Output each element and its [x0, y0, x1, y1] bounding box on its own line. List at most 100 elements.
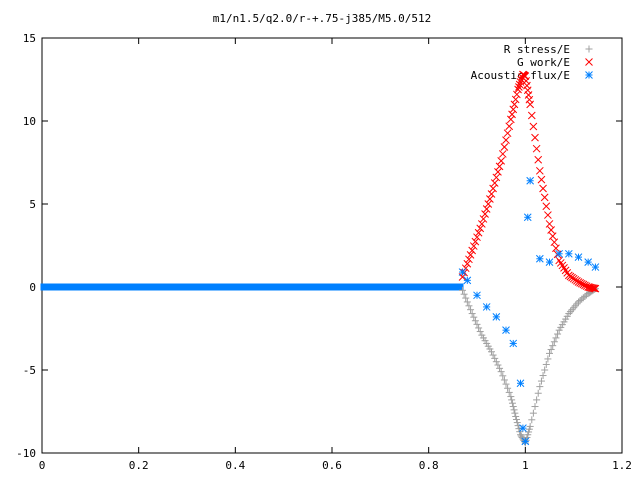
- data-point: [555, 249, 564, 258]
- data-point: [554, 330, 562, 338]
- data-point: [470, 313, 478, 321]
- data-point: [500, 143, 509, 151]
- data-point: [547, 226, 555, 234]
- data-point: [468, 310, 476, 318]
- data-point: [523, 213, 532, 222]
- data-point: [550, 238, 559, 247]
- data-point: [534, 389, 542, 397]
- data-point: [462, 294, 470, 302]
- legend-label-g-work: G work/E: [517, 56, 570, 69]
- data-point: [515, 425, 523, 433]
- data-point: [531, 403, 539, 411]
- data-point: [508, 399, 516, 407]
- data-point: [545, 258, 554, 266]
- data-point: [535, 166, 544, 175]
- legend-marker: [585, 71, 593, 79]
- data-point: [516, 379, 525, 388]
- data-point: [490, 179, 499, 187]
- data-point: [465, 255, 473, 264]
- data-point: [539, 372, 547, 380]
- data-point: [591, 284, 600, 293]
- data-point: [552, 334, 560, 342]
- data-point: [515, 80, 524, 89]
- data-point: [466, 251, 475, 259]
- y-axis: -10 -5 0 5 10 15: [16, 32, 622, 460]
- data-point: [494, 361, 502, 369]
- data-point: [553, 250, 562, 259]
- data-point: [473, 233, 481, 242]
- data-point: [497, 156, 506, 165]
- data-point: [477, 220, 486, 228]
- data-point: [504, 384, 512, 392]
- y-tick-label: 5: [29, 198, 36, 211]
- data-point: [523, 81, 531, 90]
- data-point: [564, 249, 573, 258]
- data-point: [468, 246, 477, 255]
- data-point: [536, 383, 544, 391]
- data-point: [544, 211, 552, 219]
- data-point: [591, 263, 600, 271]
- data-point: [500, 376, 508, 384]
- data-point: [590, 284, 599, 293]
- x-tick-label: 0.2: [129, 459, 149, 472]
- data-point: [584, 258, 593, 266]
- data-point: [549, 342, 557, 350]
- plot-border: [41, 37, 623, 454]
- data-point: [502, 136, 510, 144]
- series-layer: [40, 70, 600, 447]
- data-point: [515, 83, 523, 91]
- data-point: [546, 349, 553, 357]
- data-point: [463, 259, 472, 268]
- data-point: [529, 409, 537, 417]
- data-point: [507, 393, 515, 401]
- data-point: [473, 320, 481, 328]
- data-point: [526, 176, 535, 185]
- data-point: [528, 416, 536, 424]
- data-point: [542, 202, 551, 211]
- data-point: [524, 91, 533, 99]
- data-point: [488, 348, 495, 356]
- data-point: [499, 372, 507, 380]
- data-point: [513, 90, 521, 99]
- data-point: [519, 424, 527, 432]
- series-2: [458, 176, 600, 446]
- data-point: [522, 77, 530, 85]
- data-point: [510, 100, 519, 109]
- data-point: [521, 72, 530, 81]
- data-point: [539, 184, 547, 193]
- data-point: [545, 220, 554, 228]
- data-point: [544, 355, 552, 363]
- data-point: [514, 85, 522, 94]
- data-point: [495, 162, 504, 171]
- data-point: [532, 144, 541, 153]
- data-point: [533, 396, 541, 404]
- data-point: [582, 282, 591, 291]
- data-point: [508, 110, 516, 119]
- y-tick-label: 15: [23, 32, 36, 45]
- data-point: [527, 111, 536, 120]
- plot-frame: [41, 37, 623, 454]
- data-point: [481, 210, 489, 218]
- data-point: [535, 254, 544, 263]
- data-point: [498, 150, 507, 158]
- legend-marker: [585, 58, 593, 66]
- x-axis: 0 0.2 0.4 0.6 0.8 1 1.2: [39, 38, 632, 472]
- data-point: [465, 302, 473, 310]
- data-point: [548, 232, 557, 240]
- data-point: [521, 437, 530, 446]
- data-point: [552, 244, 560, 253]
- data-point: [529, 122, 538, 131]
- data-point: [537, 175, 546, 184]
- data-point: [526, 422, 534, 430]
- x-tick-label: 1.2: [612, 459, 632, 472]
- data-point: [494, 168, 502, 176]
- data-point: [492, 173, 501, 182]
- data-point: [474, 228, 483, 237]
- data-point: [509, 403, 517, 411]
- data-point: [525, 95, 534, 104]
- data-point: [487, 190, 496, 198]
- data-point: [473, 291, 481, 300]
- data-point: [476, 328, 484, 336]
- data-point: [537, 377, 545, 385]
